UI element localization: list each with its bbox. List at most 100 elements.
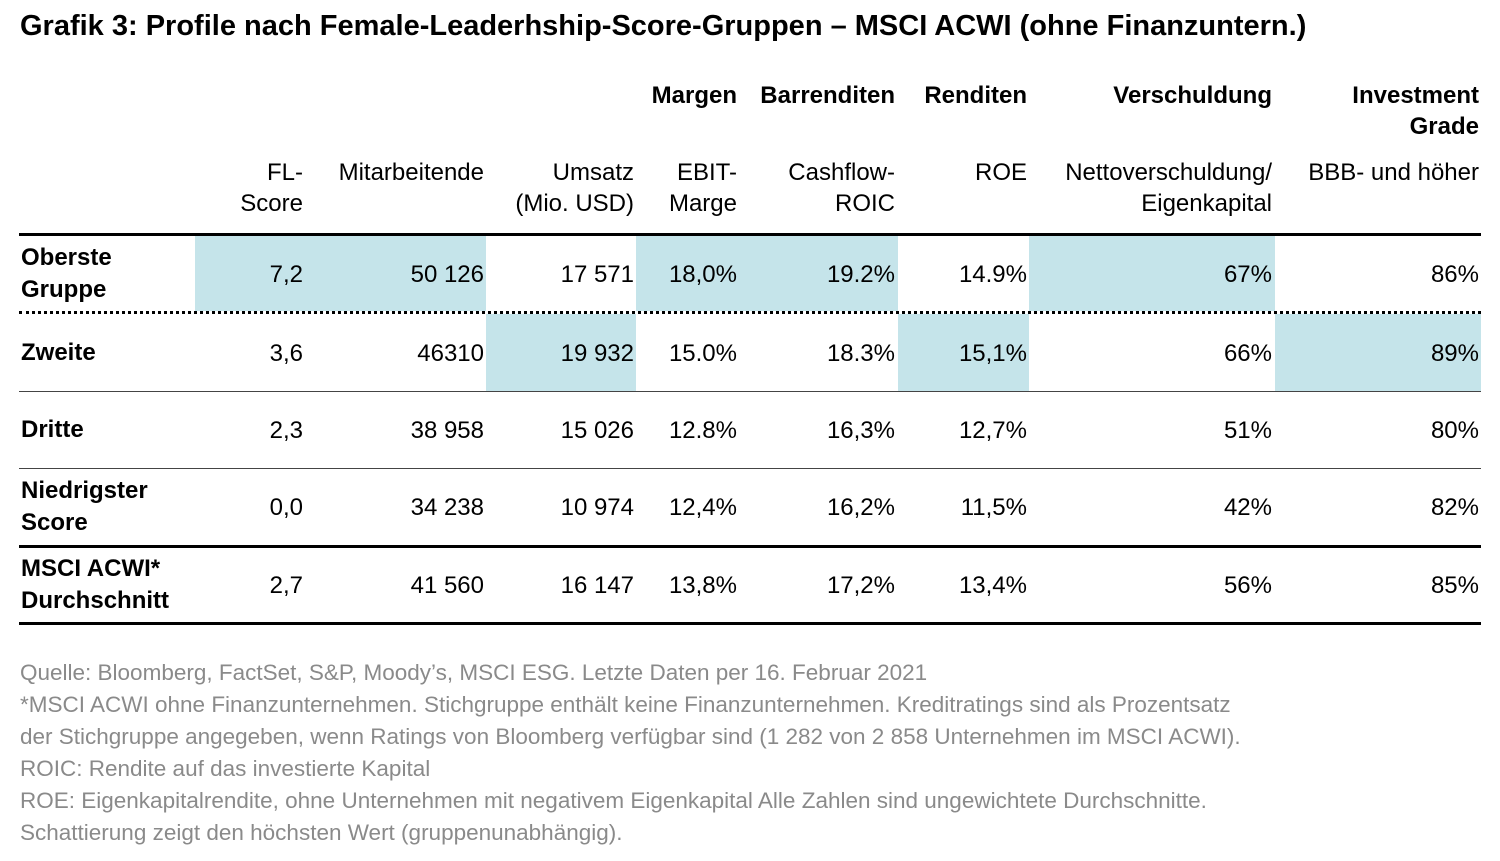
column-header-line: Nettoverschuldung/ [1065,159,1272,186]
table-cell-ebit-marge: 15.0% [668,339,737,367]
column-header-mitarbeitende: Mitarbeitende [339,157,484,188]
table-bottom-rule [19,622,1481,625]
table-cell-cashflow-roic: 16,2% [826,494,895,521]
table-cell-bbb: 85% [1430,572,1479,599]
table-cell-roe: 13,4% [958,572,1027,599]
highlight-cell-shade [1029,236,1275,311]
group-header-investment-line-1: Investment [1352,82,1479,109]
table-cell-umsatz: 19 932 [560,339,634,367]
highlight-cell-shade [486,314,636,391]
column-header-line: Eigenkapital [1141,190,1272,217]
row-label-line: Niedrigster [21,477,148,504]
column-header-line: EBIT- [676,159,737,186]
column-header-line: Score [240,190,303,217]
row-label-line: Gruppe [21,275,107,303]
table-cell-mitarbeitende: 38 958 [410,417,484,444]
column-header-line: Umsatz [552,159,634,186]
table-cell-ebit-marge: 12.8% [668,417,737,444]
row-label-line: Durchschnitt [21,587,170,614]
row-label-line: Zweite [21,338,96,366]
table-top-rule [19,233,1481,236]
table-cell-roe: 14.9% [958,260,1027,288]
highlight-cell-shade [195,236,307,311]
column-header-line: ROE [974,159,1027,186]
column-header-line: ROIC [835,190,895,217]
row-divider [19,468,1481,469]
table-cell-mitarbeitende: 50 126 [410,260,484,288]
table-cell-umsatz: 10 974 [560,494,634,521]
group-header-barrenditen: Barrenditen [760,82,895,109]
table-cell-umsatz: 15 026 [560,417,634,444]
column-header-bbb: BBB- und höher [1308,157,1479,188]
column-header-nettoverschuldung: Nettoverschuldung/ Eigenkapital [1065,157,1272,219]
table-cell-cashflow-roic: 19.2% [826,260,895,288]
column-header-line: Mitarbeitende [338,159,484,186]
table-cell-bbb: 82% [1430,494,1479,521]
table-cell-nettoverschuldung: 56% [1223,572,1272,599]
table-cell-mitarbeitende: 41 560 [410,572,484,599]
table-average-rule [19,545,1481,548]
row-label: Zweite [21,337,96,369]
table-cell-ebit-marge: 13,8% [668,572,737,599]
highlight-cell-shade [636,236,741,311]
row-label-line: Dritte [21,416,84,443]
highlight-cell-shade [741,236,898,311]
table-cell-bbb: 86% [1430,260,1479,288]
table-cell-ebit-marge: 12,4% [668,494,737,521]
table-cell-cashflow-roic: 17,2% [826,572,895,599]
column-header-line: (Mio. USD) [515,190,634,217]
row-label: Niedrigster Score [21,475,148,539]
table-cell-nettoverschuldung: 66% [1223,339,1272,367]
table-cell-fl-score: 3,6 [269,339,303,367]
row-divider [19,391,1481,392]
group-header-investment-grade: Investment Grade [1352,80,1479,142]
table-cell-bbb: 89% [1430,339,1479,367]
table-cell-fl-score: 2,7 [269,572,303,599]
table-cell-roe: 15,1% [958,339,1027,367]
table-cell-fl-score: 2,3 [269,417,303,444]
column-header-ebit-marge: EBIT- Marge [669,157,737,219]
column-header-line: FL- [267,159,303,186]
table-cell-cashflow-roic: 18.3% [826,339,895,367]
row-label-line: Oberste [21,243,112,271]
table-cell-nettoverschuldung: 51% [1223,417,1272,444]
highlight-cell-shade [307,236,486,311]
column-header-fl-score: FL- Score [240,157,303,219]
footnote-shading: Schattierung zeigt den höchsten Wert (gr… [20,820,623,845]
column-header-line: BBB- und höher [1308,159,1479,186]
group-header-renditen: Renditen [924,82,1027,109]
footnote-roic: ROIC: Rendite auf das investierte Kapita… [20,756,431,781]
table-cell-mitarbeitende: 34 238 [410,494,484,521]
table-cell-roe: 11,5% [960,494,1027,521]
row-label: Dritte [21,414,84,446]
footnote-msci: *MSCI ACWI ohne Finanzunternehmen. Stich… [20,692,1231,717]
footnote-msci-continued: der Stichgruppe angegeben, wenn Ratings … [20,724,1241,749]
table-cell-fl-score: 0,0 [269,494,303,521]
group-header-investment-line-2: Grade [1409,113,1479,140]
table-cell-nettoverschuldung: 67% [1223,260,1272,288]
highlight-cell-shade [898,314,1029,391]
footnote-roe: ROE: Eigenkapitalrendite, ohne Unternehm… [20,788,1207,813]
highlight-cell-shade [1275,314,1481,391]
row-divider-dotted [19,311,1481,314]
table-cell-mitarbeitende: 46310 [417,339,484,367]
group-header-verschuldung: Verschuldung [1113,82,1272,109]
table-cell-umsatz: 17 571 [560,260,634,288]
row-label-line: MSCI ACWI* [21,555,161,582]
column-header-line: Marge [668,190,737,217]
chart-title: Grafik 3: Profile nach Female-Leaderhshi… [20,10,1307,42]
table-cell-umsatz: 16 147 [560,572,634,599]
table-cell-ebit-marge: 18,0% [668,260,737,288]
table-cell-bbb: 80% [1430,417,1479,444]
row-label-line: Score [21,509,88,536]
column-header-line: Cashflow- [788,159,895,186]
table-cell-cashflow-roic: 16,3% [826,417,895,444]
source-note: Quelle: Bloomberg, FactSet, S&P, Moody’s… [20,660,928,685]
table-cell-roe: 12,7% [958,417,1027,444]
table-cell-fl-score: 7,2 [269,260,303,288]
row-label: Oberste Gruppe [21,242,112,306]
column-header-umsatz: Umsatz (Mio. USD) [515,157,634,219]
column-header-cashflow-roic: Cashflow- ROIC [788,157,895,219]
row-label: MSCI ACWI* Durchschnitt [21,553,169,617]
group-header-margen: Margen [651,82,737,109]
